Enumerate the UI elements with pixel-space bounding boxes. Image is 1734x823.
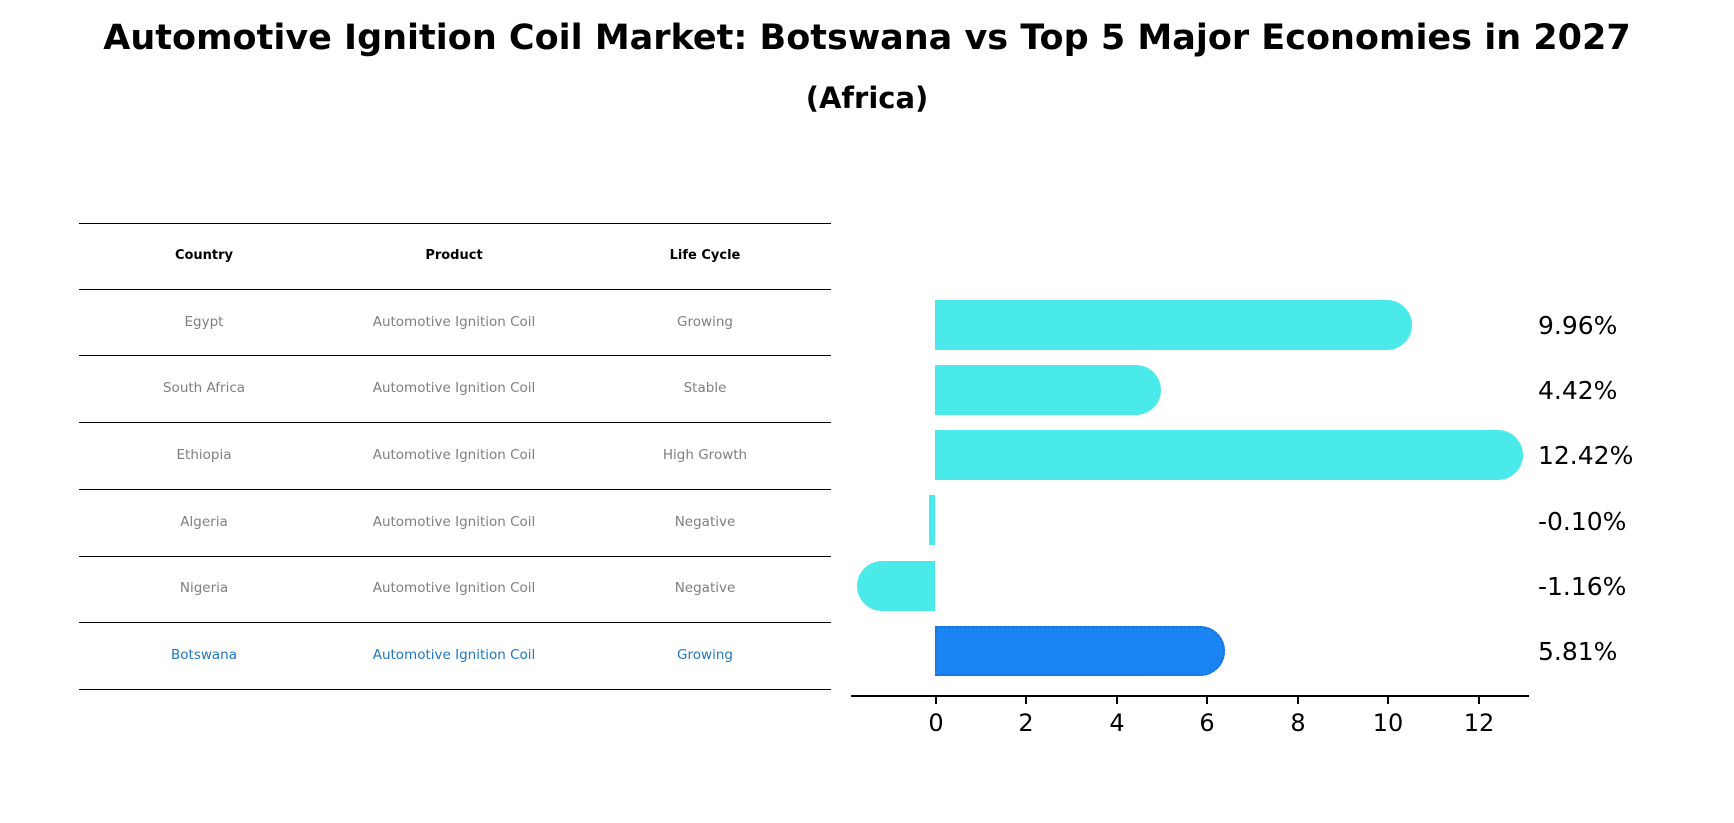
- x-tick: [935, 696, 937, 704]
- cell-life-cycle: Negative: [674, 514, 736, 530]
- header-life-cycle: Life Cycle: [669, 248, 741, 263]
- x-tick-label: 6: [1199, 709, 1215, 737]
- header-product: Product: [425, 248, 483, 263]
- cell-country: Algeria: [180, 514, 228, 530]
- cell-life-cycle: Growing: [677, 647, 733, 663]
- value-label-nigeria: -1.16%: [1538, 572, 1627, 601]
- cell-product: Automotive Ignition Coil: [372, 314, 536, 330]
- x-tick: [1297, 696, 1299, 704]
- cell-country: Botswana: [171, 647, 237, 663]
- x-axis-line: [851, 695, 1529, 697]
- cell-country: Ethiopia: [176, 447, 232, 463]
- x-tick: [1025, 696, 1027, 704]
- cell-country: Nigeria: [179, 580, 229, 596]
- x-tick-label: 0: [928, 709, 944, 737]
- chart-title: Automotive Ignition Coil Market: Botswan…: [103, 18, 1631, 58]
- value-label-botswana: 5.81%: [1538, 637, 1618, 666]
- table-rule: [79, 422, 831, 423]
- bar-egypt: [935, 300, 1412, 350]
- header-country: Country: [174, 248, 234, 263]
- x-tick-label: 2: [1018, 709, 1034, 737]
- cell-country: South Africa: [162, 380, 246, 396]
- bar-algeria: [929, 495, 935, 545]
- x-tick: [1387, 696, 1389, 704]
- table-rule: [79, 689, 831, 690]
- table-rule: [79, 489, 831, 490]
- cell-life-cycle: Stable: [683, 380, 727, 396]
- x-tick-label: 12: [1463, 709, 1495, 737]
- cell-product: Automotive Ignition Coil: [372, 580, 536, 596]
- bar-botswana: [935, 626, 1225, 676]
- x-tick-label: 8: [1290, 709, 1306, 737]
- cell-life-cycle: Growing: [677, 314, 733, 330]
- value-label-egypt: 9.96%: [1538, 311, 1618, 340]
- bar-south-africa: [935, 365, 1161, 415]
- chart-subtitle: (Africa): [805, 81, 929, 115]
- table-rule: [79, 289, 831, 290]
- table-rule: [79, 622, 831, 623]
- bar-nigeria: [857, 561, 935, 611]
- x-tick-label: 4: [1109, 709, 1125, 737]
- cell-product: Automotive Ignition Coil: [372, 380, 536, 396]
- cell-life-cycle: High Growth: [662, 447, 748, 463]
- x-tick: [1478, 696, 1480, 704]
- x-tick-label: 10: [1372, 709, 1404, 737]
- x-tick: [1206, 696, 1208, 704]
- cell-product: Automotive Ignition Coil: [372, 514, 536, 530]
- table-rule: [79, 223, 831, 224]
- table-rule: [79, 556, 831, 557]
- cell-product: Automotive Ignition Coil: [372, 447, 536, 463]
- table-rule: [79, 355, 831, 356]
- cell-life-cycle: Negative: [674, 580, 736, 596]
- value-label-algeria: -0.10%: [1538, 507, 1627, 536]
- cell-product: Automotive Ignition Coil: [372, 647, 536, 663]
- x-tick: [1116, 696, 1118, 704]
- bar-ethiopia: [935, 430, 1523, 480]
- value-label-ethiopia: 12.42%: [1538, 441, 1634, 470]
- cell-country: Egypt: [184, 314, 224, 330]
- value-label-south-africa: 4.42%: [1538, 376, 1618, 405]
